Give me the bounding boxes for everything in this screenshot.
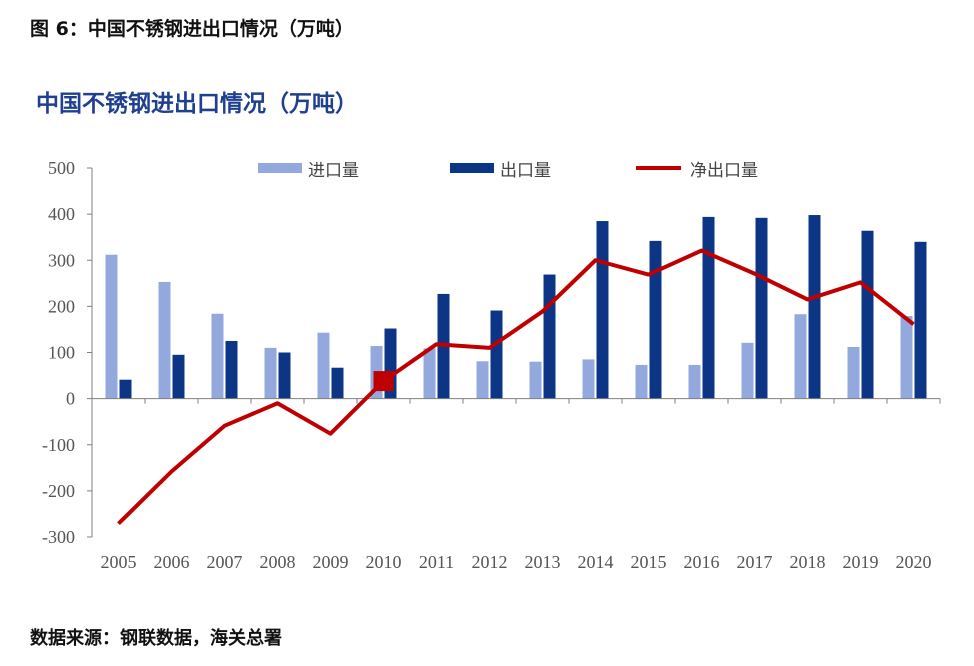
x-tick-label: 2014 xyxy=(578,552,614,572)
bar-export xyxy=(278,352,291,399)
bar-export xyxy=(808,215,821,399)
x-tick-label: 2011 xyxy=(419,552,454,572)
plot-area: 500 400 300 200 100 0 -100 -200 -300 2005 2006 2007… xyxy=(42,158,941,572)
bar-export xyxy=(702,216,715,399)
bar-import xyxy=(582,359,595,399)
bar-export xyxy=(596,221,609,399)
y-tick-label: 0 xyxy=(66,389,75,409)
y-tick-label: -200 xyxy=(42,481,75,501)
bar-export xyxy=(331,367,344,399)
legend-label-net: 净出口量 xyxy=(690,161,758,181)
y-tick-label: 300 xyxy=(48,250,75,270)
bar-export xyxy=(755,217,768,399)
figure-caption: 图 6：中国不锈钢进出口情况（万吨） xyxy=(30,18,354,40)
x-tick-label: 2015 xyxy=(631,552,667,572)
bar-export xyxy=(914,241,927,399)
bar-import xyxy=(317,332,330,399)
y-tick-label: 500 xyxy=(48,158,75,178)
legend: 进口量 出口量 净出口量 xyxy=(258,161,758,181)
x-tick-label: 2013 xyxy=(525,552,561,572)
x-tick-label: 2006 xyxy=(154,552,190,572)
bar-import xyxy=(635,364,648,399)
y-tick-label: 400 xyxy=(48,204,75,224)
x-tick-label: 2010 xyxy=(366,552,402,572)
bar-import xyxy=(105,254,118,399)
bar-export xyxy=(172,354,185,399)
bar-export xyxy=(225,340,238,399)
legend-label-export: 出口量 xyxy=(500,161,551,181)
x-tick-label: 2020 xyxy=(896,552,932,572)
bar-import xyxy=(211,313,224,399)
bar-export xyxy=(861,230,874,399)
x-tick-label: 2007 xyxy=(207,552,243,572)
chart-title: 中国不锈钢进出口情况（万吨） xyxy=(36,90,358,117)
source-note: 数据来源：钢联数据，海关总署 xyxy=(30,628,282,649)
bar-import xyxy=(158,281,171,399)
x-tick-label: 2009 xyxy=(313,552,349,572)
x-tick-label: 2018 xyxy=(790,552,826,572)
x-tick-label: 2008 xyxy=(260,552,296,572)
y-tick-label: -100 xyxy=(42,435,75,455)
legend-swatch-export xyxy=(450,163,494,173)
bar-import xyxy=(423,348,436,399)
net-export-line xyxy=(117,248,915,526)
bar-export xyxy=(543,274,556,399)
bar-import xyxy=(794,314,807,399)
bar-import xyxy=(529,361,542,399)
bar-export xyxy=(490,310,503,399)
legend-label-import: 进口量 xyxy=(308,161,359,181)
x-tick-label: 2012 xyxy=(472,552,508,572)
bar-export xyxy=(649,240,662,399)
bar-import xyxy=(476,361,489,399)
bar-import xyxy=(741,342,754,399)
bar-import xyxy=(900,316,913,399)
y-tick-label: -300 xyxy=(42,527,75,547)
net-export-highlight-marker xyxy=(373,371,394,392)
x-tick-label: 2019 xyxy=(843,552,879,572)
x-tick-label: 2005 xyxy=(101,552,137,572)
bar-import xyxy=(264,347,277,399)
bar-export xyxy=(119,379,132,399)
x-tick-label: 2016 xyxy=(684,552,720,572)
y-tick-label: 200 xyxy=(48,296,75,316)
x-tick-label: 2017 xyxy=(737,552,773,572)
y-tick-label: 100 xyxy=(48,343,75,363)
bar-import xyxy=(688,364,701,399)
legend-swatch-import xyxy=(258,163,302,173)
bar-import xyxy=(847,346,860,399)
